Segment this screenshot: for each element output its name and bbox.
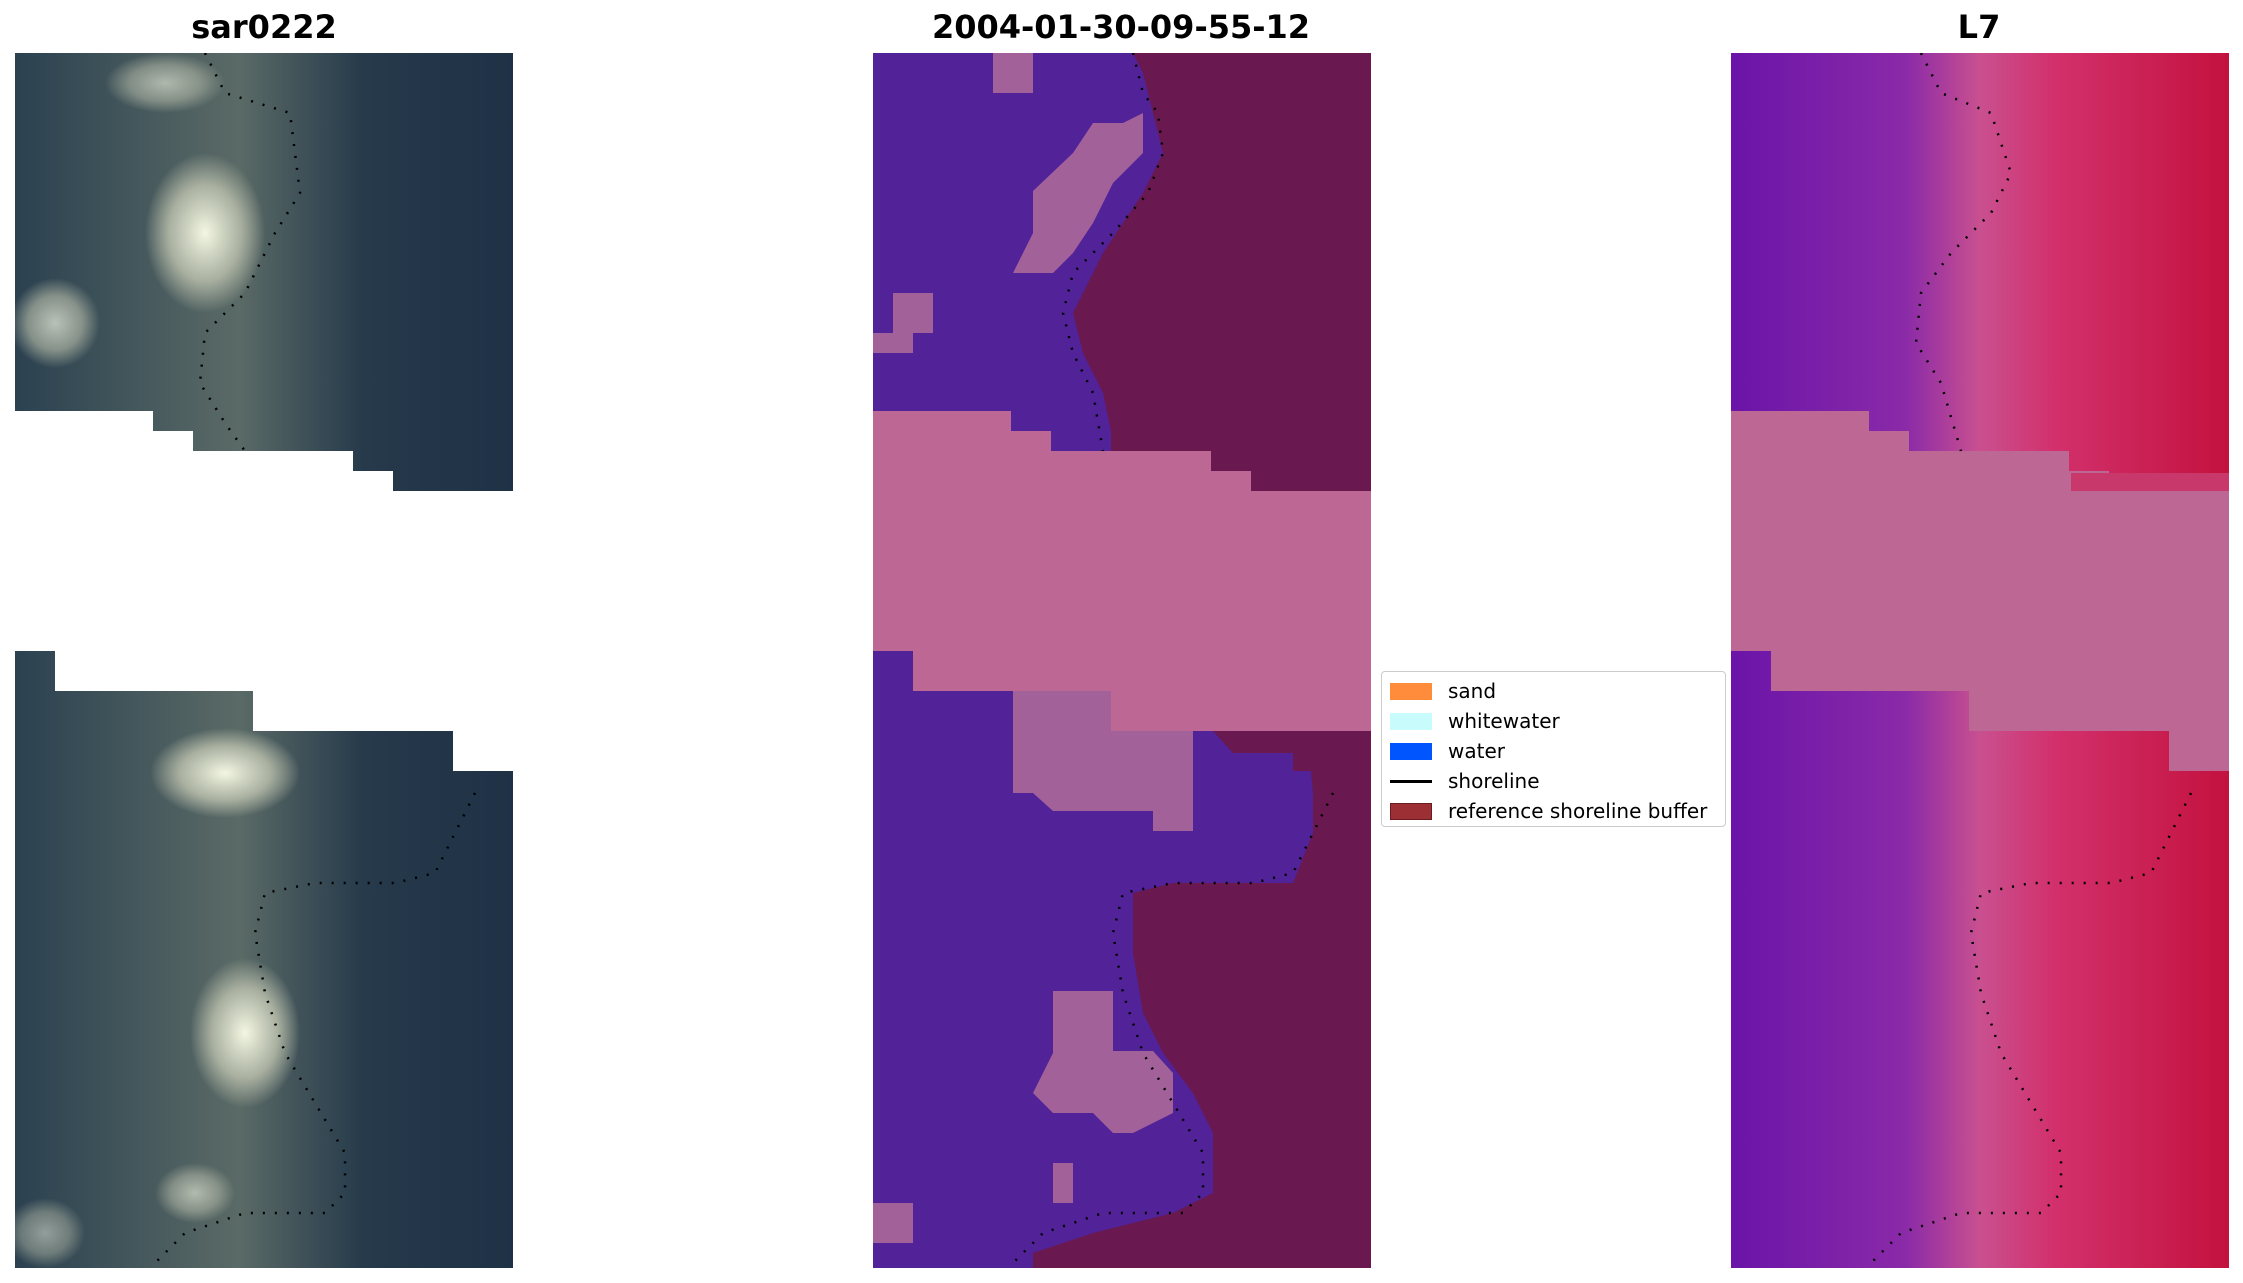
panel-title-rgb: sar0222 xyxy=(191,8,337,46)
rgb-image-panel xyxy=(15,53,513,1268)
panel-title-classification: 2004-01-30-09-55-12 xyxy=(931,8,1311,46)
rgb-top-region xyxy=(15,53,513,491)
land-region xyxy=(1033,731,1371,1268)
water-swatch xyxy=(1390,742,1432,760)
sand-region xyxy=(1013,691,1193,831)
nodata-region xyxy=(1731,411,2229,771)
rgb-image xyxy=(15,53,513,1268)
sand-swatch xyxy=(1390,682,1432,700)
sand-region xyxy=(1033,991,1173,1133)
land-region xyxy=(1073,53,1371,491)
rgb-bottom-region xyxy=(15,651,513,1268)
legend-label: whitewater xyxy=(1448,709,1560,733)
classification-panel xyxy=(873,53,1371,1268)
legend-label: water xyxy=(1448,739,1505,763)
buffer-swatch xyxy=(1390,802,1432,820)
whitewater-swatch xyxy=(1390,712,1432,730)
nodata-region xyxy=(873,411,1371,771)
sand-region xyxy=(1013,113,1143,273)
legend-item-sand: sand xyxy=(1390,676,1717,706)
shoreline-swatch xyxy=(1390,779,1432,783)
legend-item-reference-buffer: reference shoreline buffer xyxy=(1390,796,1717,826)
legend: sand whitewater water shoreline referenc… xyxy=(1381,671,1726,827)
legend-label: sand xyxy=(1448,679,1497,703)
legend-label: reference shoreline buffer xyxy=(1448,799,1708,823)
legend-item-water: water xyxy=(1390,736,1717,766)
panel-title-mndwi: L7 xyxy=(1957,8,2001,46)
legend-item-whitewater: whitewater xyxy=(1390,706,1717,736)
legend-item-shoreline: shoreline xyxy=(1390,766,1717,796)
mndwi-panel xyxy=(1731,53,2229,1268)
classification-image xyxy=(873,53,1371,1268)
mndwi-image xyxy=(1731,53,2229,1268)
legend-label: shoreline xyxy=(1448,769,1540,793)
